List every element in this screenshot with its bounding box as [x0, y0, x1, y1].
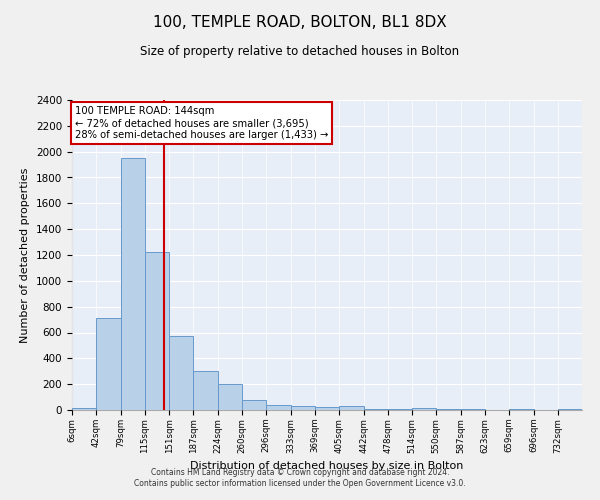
Bar: [145, 252, 169, 410]
Bar: [72, 408, 96, 410]
Bar: [242, 400, 266, 410]
Text: Contains HM Land Registry data © Crown copyright and database right 2024.
Contai: Contains HM Land Registry data © Crown c…: [134, 468, 466, 487]
Bar: [193, 370, 218, 410]
Bar: [97, 318, 121, 410]
Bar: [266, 405, 290, 410]
Bar: [169, 336, 193, 410]
Bar: [121, 158, 145, 410]
Bar: [291, 406, 315, 410]
Text: Size of property relative to detached houses in Bolton: Size of property relative to detached ho…: [140, 45, 460, 58]
X-axis label: Distribution of detached houses by size in Bolton: Distribution of detached houses by size …: [190, 461, 464, 471]
Y-axis label: Number of detached properties: Number of detached properties: [20, 168, 31, 342]
Bar: [364, 408, 388, 410]
Bar: [218, 384, 242, 410]
Text: 100 TEMPLE ROAD: 144sqm
← 72% of detached houses are smaller (3,695)
28% of semi: 100 TEMPLE ROAD: 144sqm ← 72% of detache…: [74, 106, 328, 140]
Bar: [339, 406, 364, 410]
Bar: [412, 408, 436, 410]
Bar: [315, 407, 339, 410]
Text: 100, TEMPLE ROAD, BOLTON, BL1 8DX: 100, TEMPLE ROAD, BOLTON, BL1 8DX: [153, 15, 447, 30]
